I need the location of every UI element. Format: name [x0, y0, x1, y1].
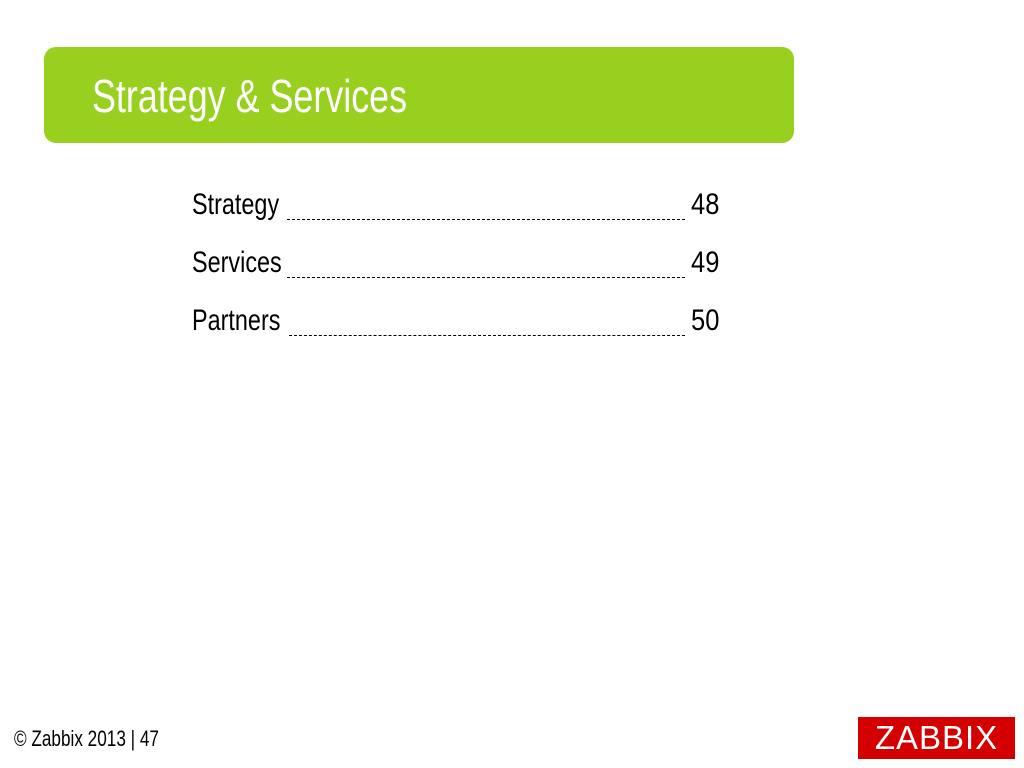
toc-label-wrap: Partners — [192, 300, 288, 342]
toc-page-number: 50 — [690, 304, 719, 337]
title-banner — [44, 47, 794, 143]
toc-item-label: Services — [192, 246, 282, 279]
toc-item-label: Strategy — [192, 188, 280, 221]
slide-title: Strategy & Services — [92, 70, 408, 122]
toc-label-wrap: Services — [192, 242, 286, 284]
toc-dotted-leader — [287, 276, 685, 278]
toc-item-label: Partners — [192, 304, 281, 337]
toc-row-strategy[interactable]: Strategy 48 — [192, 168, 719, 226]
toc-dotted-leader — [289, 334, 685, 336]
toc-row-services[interactable]: Services 49 — [192, 226, 719, 284]
table-of-contents: Strategy 48 Services 49 Partners 50 — [192, 168, 719, 342]
toc-page-number: 49 — [690, 246, 719, 279]
toc-label-wrap: Strategy — [192, 184, 286, 226]
toc-page-number: 48 — [690, 188, 719, 221]
footer-copyright: © Zabbix 2013 | 47 — [14, 726, 159, 751]
toc-dotted-leader — [287, 218, 685, 220]
toc-row-partners[interactable]: Partners 50 — [192, 284, 719, 342]
zabbix-logo: ZABBIX — [858, 717, 1015, 759]
